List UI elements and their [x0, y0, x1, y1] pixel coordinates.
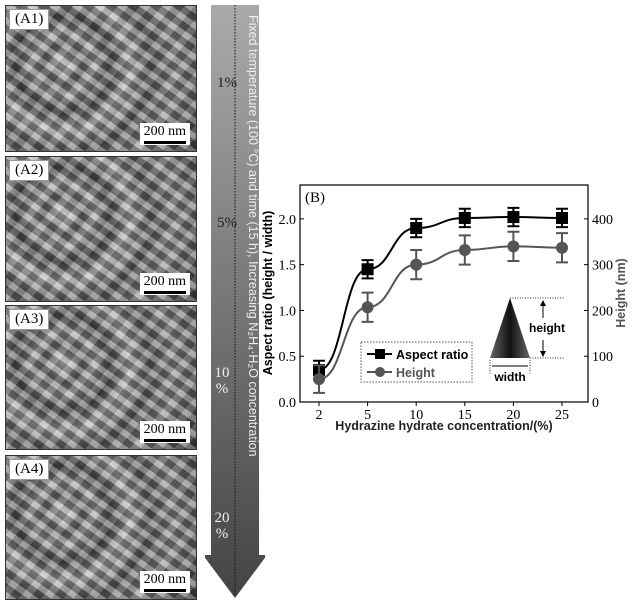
y-tick-label: 1.0 — [279, 304, 297, 319]
mark-20: 20 % — [214, 510, 230, 542]
scale-bar: 200 nm — [139, 123, 190, 145]
panel-label: (A3) — [9, 309, 50, 330]
y-tick-label: 1.5 — [279, 259, 297, 274]
data-point-square — [507, 211, 520, 224]
x-axis-label: Hydrazine hydrate concentration/(%) — [335, 419, 552, 433]
data-point-circle — [458, 244, 471, 257]
panel-label: (A4) — [9, 459, 50, 480]
cone-inset: height width — [489, 297, 565, 384]
legend-square-icon — [375, 349, 385, 359]
data-point-circle — [361, 301, 374, 314]
concentration-arrow — [205, 5, 265, 598]
mark-10: 10 % — [214, 365, 230, 397]
sem-image-a1: (A1) 200 nm — [5, 5, 197, 152]
data-point-circle — [556, 241, 568, 254]
legend-aspect-ratio: Aspect ratio — [396, 348, 469, 362]
data-point-circle — [313, 373, 325, 386]
arrow-caption: Fixed temperature (100 °C) and time (15 … — [246, 15, 260, 457]
y-tick-label: 2.0 — [279, 213, 297, 228]
inset-height-label: height — [529, 321, 565, 335]
y2-tick-label: 300 — [592, 259, 613, 274]
panel-label-b: (B) — [305, 190, 325, 206]
x-tick-label: 25 — [555, 408, 569, 423]
sem-image-a3: (A3) 200 nm — [5, 305, 197, 450]
data-point-circle — [410, 258, 423, 271]
legend-circle-icon — [375, 367, 385, 377]
mark-5: 5% — [217, 215, 237, 231]
x-tick-label: 15 — [458, 408, 472, 423]
data-point-square — [458, 211, 471, 224]
scale-bar: 200 nm — [139, 571, 190, 593]
legend: Aspect ratio Height — [360, 341, 473, 383]
data-point-square — [361, 263, 374, 276]
y2-tick-label: 100 — [592, 350, 613, 365]
y-tick-label: 0.0 — [279, 396, 297, 411]
y-tick-label: 0.5 — [279, 350, 297, 365]
data-point-square — [556, 211, 568, 224]
sem-image-a4: (A4) 200 nm — [5, 455, 197, 600]
x-tick-label: 20 — [506, 408, 520, 423]
y2-axis-label: Height (nm) — [614, 258, 628, 327]
x-tick-label: 2 — [316, 408, 323, 423]
data-point-square — [410, 222, 423, 235]
y-axis-label: Aspect ratio (height / width) — [261, 211, 275, 376]
data-point-circle — [507, 240, 520, 253]
panel-label: (A2) — [9, 160, 50, 181]
x-tick-label: 5 — [364, 408, 371, 423]
legend-height: Height — [396, 366, 436, 380]
mark-1: 1% — [217, 75, 237, 91]
x-tick-label: 10 — [409, 408, 423, 423]
y2-tick-label: 400 — [592, 213, 613, 228]
inset-width-label: width — [493, 370, 525, 384]
sem-image-a2: (A2) 200 nm — [5, 156, 197, 302]
plot-frame — [299, 184, 589, 403]
scale-bar: 200 nm — [139, 421, 190, 443]
y2-tick-label: 0 — [592, 396, 599, 411]
panel-label: (A1) — [9, 9, 50, 30]
scale-bar: 200 nm — [139, 273, 190, 295]
y2-tick-label: 200 — [592, 304, 613, 319]
